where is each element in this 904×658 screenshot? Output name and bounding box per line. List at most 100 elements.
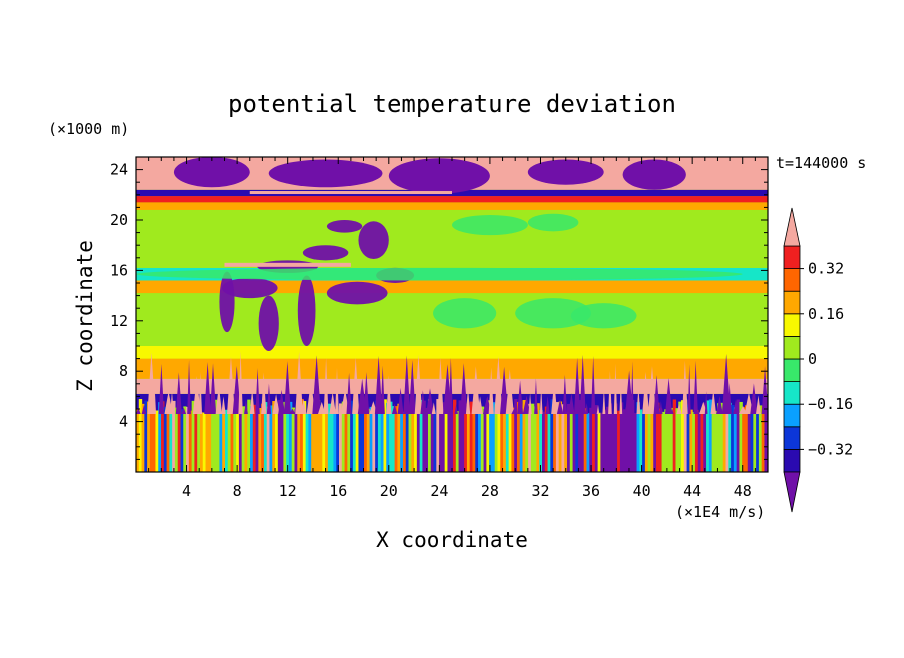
turbulence-stripe [555, 402, 560, 472]
turbulence-stripe [572, 412, 576, 472]
turbulence-stripe [617, 410, 621, 472]
plume-spike [227, 356, 235, 415]
turbulence-stripe [736, 399, 741, 472]
turbulence-stripe [683, 399, 688, 472]
turbulence-stripe [486, 400, 490, 472]
turbulence-stripe [611, 413, 615, 472]
turbulence-stripe [372, 409, 376, 472]
turbulence-stripe [186, 406, 190, 472]
turbulence-stripe [355, 408, 360, 472]
plume-spike [266, 383, 272, 415]
turbulence-stripe [414, 408, 418, 472]
turbulence-stripe [497, 412, 501, 472]
plume-spike [147, 352, 156, 415]
turbulence-stripe [352, 413, 357, 472]
turbulence-stripe [703, 402, 707, 472]
plume-spike [573, 357, 581, 415]
turbulence-stripe [161, 401, 165, 472]
turbulence-stripe [224, 409, 229, 472]
turbulence-stripe [575, 407, 579, 472]
colorbar-extend-max [783, 207, 801, 247]
plume-blob [297, 275, 316, 346]
plume-spike [323, 357, 329, 415]
plume-blob [258, 295, 279, 352]
plume-spike [528, 393, 532, 415]
turbulence-stripe [219, 412, 223, 472]
cool-patch [136, 267, 743, 281]
plume-spike [591, 355, 596, 415]
cool-patch [433, 298, 497, 329]
turbulence-stripe [533, 406, 538, 472]
plume-spike [329, 392, 336, 415]
turbulence-stripe [333, 409, 337, 472]
turbulence-stripe [731, 404, 735, 472]
y-axis: 4 8 12 16 20 24 [110, 161, 768, 460]
turbulence-stripe [233, 401, 237, 472]
turbulence-stripe [411, 404, 415, 472]
plume-spike [539, 385, 543, 415]
colorbar-swatch [783, 381, 801, 405]
turbulence-stripe [433, 409, 437, 472]
colorbar-swatch [783, 245, 801, 270]
turbulence-stripe [300, 398, 304, 472]
turbulence-stripe [458, 400, 462, 472]
warm-streak [224, 262, 351, 267]
plume-spike [687, 364, 691, 415]
contour-band [136, 209, 768, 268]
x-tick-label: 36 [582, 482, 600, 500]
turbulence-stripe [263, 402, 268, 472]
plume-spike [505, 369, 514, 415]
turbulence-stripe [747, 399, 752, 472]
turbulence-stripe [608, 403, 613, 472]
turbulence-stripe [425, 407, 429, 472]
plume-spike [653, 375, 660, 415]
plume-spike [318, 401, 326, 415]
x-tick-label: 8 [233, 482, 242, 500]
plume-spike [255, 367, 260, 415]
turbulence-stripe [503, 404, 507, 472]
turbulence-stripe [213, 399, 218, 472]
turbulence-stripe [569, 407, 574, 472]
turbulence-stripe [208, 410, 212, 472]
turbulence-stripe [311, 403, 315, 472]
turbulence-stripe [347, 406, 351, 472]
turbulence-stripe [675, 408, 679, 472]
turbulence-stripe [205, 407, 209, 472]
turbulence-stripe [386, 402, 390, 472]
plume-spike [403, 355, 411, 415]
turbulence-stripe [316, 400, 321, 472]
turbulence-stripe [400, 411, 404, 472]
cool-patch [452, 214, 528, 236]
plume-spike [261, 372, 267, 415]
turbulence-stripe [530, 403, 535, 472]
plume-spike [187, 359, 191, 415]
turbulence-stripe [636, 402, 640, 472]
plume-spike [670, 408, 674, 415]
turbulence-stripe [194, 409, 198, 472]
plume-blob [221, 277, 278, 299]
turbulence-stripe [475, 412, 479, 472]
plume-spike [693, 360, 698, 415]
turbulence-stripe [528, 403, 532, 472]
turbulence-stripe [614, 403, 618, 472]
turbulence-stripe [728, 402, 732, 472]
turbulence-stripe [500, 407, 504, 472]
colorbar-label: −0.32 [808, 440, 853, 458]
colorbar-label: −0.16 [808, 395, 853, 413]
plume-spike [556, 398, 564, 415]
turbulence-stripe [291, 407, 296, 472]
turbulence-stripe [578, 400, 582, 472]
turbulence-stripe [405, 406, 410, 472]
turbulence-stripe [519, 411, 524, 472]
turbulence-stripe [544, 406, 549, 472]
turbulence-stripe [322, 410, 326, 472]
turbulence-stripe [583, 408, 588, 472]
turbulence-stripe [753, 408, 757, 472]
turbulence-stripe [180, 409, 184, 472]
y-unit-label: (×1000 m) [48, 120, 129, 138]
turbulence-stripe [644, 406, 649, 472]
turbulence-stripe [344, 409, 348, 472]
turbulence-stripe [416, 405, 421, 472]
plume-spike [579, 354, 586, 415]
